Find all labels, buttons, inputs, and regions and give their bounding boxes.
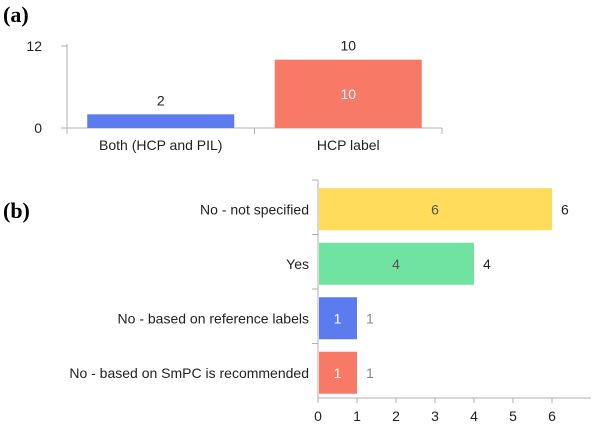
bar [319,242,474,285]
bar [319,188,552,231]
category-label: No - not specified [200,201,309,217]
x-tick-label: 0 [314,408,322,424]
bar [87,114,235,128]
x-tick-label: 6 [548,408,556,424]
bar-value-label: 10 [340,38,356,54]
bar-inner-label: 6 [431,201,439,217]
category-label: Both (HCP and PIL) [99,137,222,153]
category-label: No - based on SmPC is recommended [69,365,309,381]
category-label: No - based on reference labels [118,310,309,326]
x-tick-label: 1 [353,408,361,424]
y-tick-label: 0 [34,120,42,136]
x-tick-label: 3 [431,408,439,424]
bar-value-label: 4 [483,256,491,272]
bar-inner-label: 4 [392,256,400,272]
bar-inner-label: 1 [334,365,342,381]
x-tick-label: 4 [470,408,478,424]
bar-value-label: 1 [366,365,374,381]
bar-inner-label: 1 [334,310,342,326]
bar [319,351,357,394]
bar-value-label: 1 [366,310,374,326]
bar [319,297,357,340]
x-tick-label: 2 [392,408,400,424]
bar [274,59,422,128]
bar-value-label: 2 [157,92,165,108]
bar-inner-label: 10 [340,86,356,102]
category-label: HCP label [317,137,380,153]
bar-value-label: 6 [561,201,569,217]
panel-label-b: (b) [3,198,30,223]
panel-label-a: (a) [3,2,29,27]
category-label: Yes [286,256,309,272]
x-tick-label: 5 [509,408,517,424]
y-tick-label: 12 [26,38,42,54]
